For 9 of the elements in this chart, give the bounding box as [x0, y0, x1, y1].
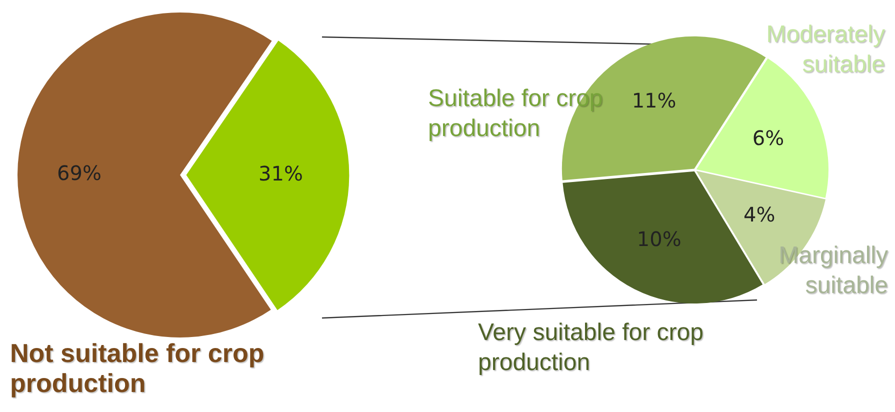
slice-label: Moderately suitable	[765, 20, 885, 80]
data-label: 10%	[636, 226, 682, 251]
data-label: 31%	[258, 162, 303, 186]
data-label: 6%	[752, 126, 784, 150]
data-label: 4%	[743, 202, 776, 226]
slice-label: Not suitable for crop production	[10, 338, 266, 398]
data-label: 11%	[632, 88, 676, 112]
slice-label: Very suitable for crop production	[478, 318, 704, 378]
data-label: 69%	[57, 160, 102, 185]
